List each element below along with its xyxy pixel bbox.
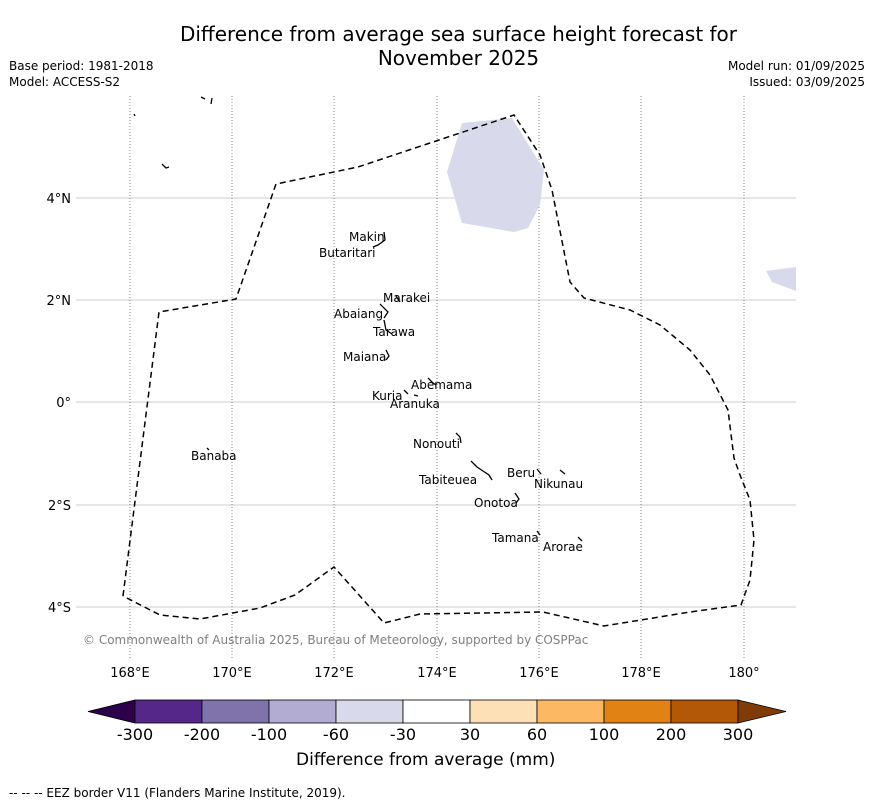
issued-date: Issued: 03/09/2025	[749, 75, 865, 89]
anomaly-patch-north	[447, 118, 544, 232]
colorbar-tick-label: -30	[390, 725, 416, 744]
longitude-gridlines	[129, 96, 745, 658]
colorbar-tick-label: 60	[527, 725, 547, 744]
model-run: Model run: 01/09/2025	[727, 59, 865, 73]
colorbar-tick-label: 30	[460, 725, 480, 744]
island-label-banaba: Banaba	[191, 449, 237, 463]
colorbar-tick-label: 100	[589, 725, 620, 744]
title-line-1: Difference from average sea surface heig…	[179, 22, 738, 46]
latitude-gridlines	[76, 197, 796, 608]
colorbar: -300 -200 -100 -60 -30 30 60 100 200 300	[87, 699, 787, 744]
island-label-beru: Beru	[507, 466, 535, 480]
meta-left: Base period: 1981-2018 Model: ACCESS-S2	[9, 58, 154, 90]
island-label-arorae: Arorae	[543, 540, 583, 554]
island-label-kuria: Kuria	[372, 389, 403, 403]
model-name: Model: ACCESS-S2	[9, 75, 121, 89]
lon-tick-label: 178°E	[621, 666, 661, 681]
meta-right: Model run: 01/09/2025 Issued: 03/09/2025	[728, 58, 865, 90]
colorbar-tick-label: -60	[323, 725, 349, 744]
lon-tick-label: 168°E	[110, 666, 150, 681]
lat-tick-label: 4°N	[47, 192, 72, 207]
colorbar-segment	[536, 699, 605, 724]
island-label-onotoa: Onotoa	[474, 496, 518, 510]
island-label-tabiteuea: Tabiteuea	[418, 473, 477, 487]
lon-tick-label: 174°E	[417, 666, 457, 681]
island-label-makin: Makin	[349, 230, 385, 244]
title-line-2: November 2025	[377, 46, 540, 70]
island-label-butaritari: Butaritari	[319, 246, 376, 260]
lon-tick-label: 172°E	[314, 666, 354, 681]
lon-tick-label: 180°	[728, 666, 759, 681]
island-label-nikunau: Nikunau	[534, 477, 583, 491]
island-label-aranuka: Aranuka	[390, 397, 440, 411]
lon-tick-label: 176°E	[519, 666, 559, 681]
colorbar-title: Difference from average (mm)	[296, 750, 556, 770]
colorbar-segment	[670, 699, 739, 724]
colorbar-tick-label: 300	[723, 725, 754, 744]
island-label-abaiang: Abaiang	[334, 307, 383, 321]
map-title: Difference from average sea surface heig…	[110, 22, 807, 70]
copyright-text: © Commonwealth of Australia 2025, Bureau…	[83, 633, 588, 647]
lat-tick-label: 2°N	[47, 294, 72, 309]
colorbar-segment	[134, 699, 203, 724]
base-period: Base period: 1981-2018	[9, 59, 154, 73]
lon-tick-label: 170°E	[212, 666, 252, 681]
eez-legend-note: -- -- -- EEZ border V11 (Flanders Marine…	[9, 786, 346, 800]
island-label-tamana: Tamana	[491, 531, 539, 545]
colorbar-segment	[402, 699, 471, 724]
colorbar-tick-label: -200	[184, 725, 220, 744]
colorbar-segment	[201, 699, 270, 724]
colorbar-segment	[268, 699, 337, 724]
colorbar-tick-label: -300	[117, 725, 153, 744]
lat-tick-label: 4°S	[48, 601, 71, 616]
colorbar-segment	[469, 699, 538, 724]
island-outlines	[133, 96, 583, 542]
colorbar-segment	[335, 699, 404, 724]
island-label-maiana: Maiana	[343, 350, 386, 364]
colorbar-segment	[603, 699, 672, 724]
island-label-marakei: Marakei	[383, 291, 430, 305]
lat-tick-label: 2°S	[48, 499, 71, 514]
colorbar-tick-label: -100	[251, 725, 287, 744]
eez-border	[122, 114, 755, 627]
island-label-nonouti: Nonouti	[413, 437, 460, 451]
colorbar-over-arrow	[737, 699, 787, 724]
colorbar-under-arrow	[87, 699, 136, 724]
colorbar-tick-label: 200	[656, 725, 687, 744]
island-label-tarawa: Tarawa	[372, 325, 415, 339]
anomaly-patch-east	[766, 267, 796, 291]
lat-tick-label: 0°	[56, 396, 71, 411]
island-label-abemama: Abemama	[411, 378, 472, 392]
